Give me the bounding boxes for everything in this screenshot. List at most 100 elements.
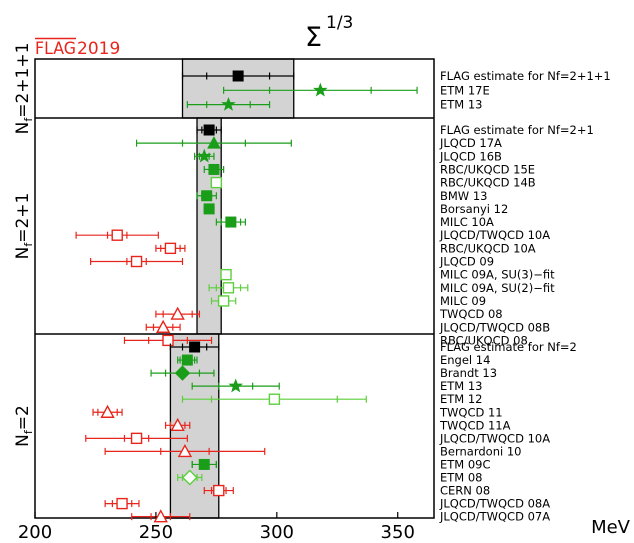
row-label-jlqcd-twqcd-08a: JLQCD/TWQCD 08A <box>439 497 550 511</box>
plot-frame: Nf=2+1+1 Nf=2+1 Nf=2 <box>13 43 435 519</box>
row-label-milc-09a-su-3-fit: MILC 09A, SU(3)−fit <box>440 268 555 282</box>
row-label-cern-08: CERN 08 <box>440 484 490 498</box>
x-axis-label: MeV <box>591 517 631 538</box>
data-point-etm-12 <box>181 393 367 405</box>
row-label-bernardoni-10: Bernardoni 10 <box>440 444 521 458</box>
data-point-twqcd-11a <box>164 417 191 431</box>
row-label-milc-09a-su-2-fit: MILC 09A, SU(2)−fit <box>440 281 555 295</box>
data-point-jlqcd-twqcd-07a <box>131 509 191 523</box>
marker-diamond <box>181 469 198 486</box>
marker-square <box>162 334 174 347</box>
marker-square <box>213 484 225 497</box>
marker-square <box>201 190 213 202</box>
row-label-flag-estimate-for-nf-2-1: FLAG estimate for Nf=2+1 <box>440 123 594 137</box>
marker-square <box>222 282 235 294</box>
data-point-jlqcd-twqcd-08b <box>145 319 181 333</box>
row-label-jlqcd-09: JLQCD 09 <box>439 255 494 269</box>
data-point-rbc-ukqcd-15e <box>203 163 225 175</box>
marker-square <box>164 242 177 255</box>
flag-logo-year: 2019 <box>77 39 120 59</box>
marker-triangle <box>177 443 193 458</box>
marker-square <box>116 497 128 510</box>
data-point-engel-14 <box>177 354 198 366</box>
data-point-twqcd-11 <box>92 404 123 418</box>
marker-square <box>210 176 223 189</box>
marker-square <box>130 432 143 445</box>
data-point-twqcd-08 <box>155 306 201 320</box>
row-label-etm-12: ETM 12 <box>440 392 483 406</box>
marker-star <box>228 378 243 393</box>
band-label: Nf=2+1+1 <box>13 43 35 135</box>
marker-triangle <box>153 509 168 523</box>
row-label-jlqcd-twqcd-10a: JLQCD/TWQCD 10A <box>439 431 550 445</box>
row-label-twqcd-11: TWQCD 11 <box>439 405 503 419</box>
data-point-brandt-13 <box>150 365 215 381</box>
row-label-rbc-ukqcd-10a: RBC/UKQCD 10A <box>440 241 536 255</box>
row-label-etm-13: ETM 13 <box>440 98 483 112</box>
data-point-bmw-13 <box>196 190 217 202</box>
marker-square <box>268 393 281 405</box>
row-label-twqcd-08: TWQCD 08 <box>439 307 503 321</box>
x-tick-label: 200 <box>18 522 52 543</box>
marker-triangle <box>100 404 115 418</box>
band-label: Nf=2+1 <box>13 193 35 260</box>
marker-square <box>130 255 143 268</box>
data-point-jlqcd-twqcd-10a <box>85 432 188 445</box>
row-label-flag-estimate-for-nf-2: FLAG estimate for Nf=2 <box>440 340 577 354</box>
data-point-jlqcd-16b <box>194 148 215 163</box>
row-label-jlqcd-twqcd-07a: JLQCD/TWQCD 07A <box>439 510 550 524</box>
x-axis: 200 250 300 350 MeV <box>18 512 631 543</box>
flag-band-n-f-2-1-1 <box>181 58 295 119</box>
row-label-twqcd-11a: TWQCD 11A <box>439 418 511 432</box>
title-base: Σ <box>305 22 322 53</box>
data-point-jlqcd-17a <box>135 136 292 149</box>
data-point-borsanyi-12 <box>203 203 215 215</box>
marker-square <box>198 458 210 470</box>
data-point-milc-10a <box>215 216 246 228</box>
data-point-flag-estimate-for-nf-2-1 <box>196 124 222 136</box>
data-point-jlqcd-twqcd-10a <box>75 229 159 241</box>
row-label-jlqcd-twqcd-10a: JLQCD/TWQCD 10A <box>439 228 550 242</box>
marker-star <box>197 148 212 163</box>
row-label-borsanyi-12: Borsanyi 12 <box>440 202 508 216</box>
marker-square <box>111 229 123 241</box>
marker-diamond <box>174 365 191 381</box>
marker-square <box>232 70 244 82</box>
row-label-jlqcd-17a: JLQCD 17A <box>439 136 502 150</box>
flag-band-n-f-2-1 <box>196 117 222 335</box>
title-exponent: 1/3 <box>326 13 353 33</box>
row-label-brandt-13: Brandt 13 <box>440 366 497 380</box>
row-label-etm-17e: ETM 17E <box>440 83 490 97</box>
x-tick-label: 250 <box>139 522 173 543</box>
marker-square <box>203 124 215 136</box>
marker-square <box>208 163 220 175</box>
data-point-milc-09a-su-2-fit <box>208 282 249 294</box>
data-point-etm-17e <box>223 82 418 97</box>
marker-square <box>220 268 232 281</box>
data-point-rbc-ukqcd-14b <box>210 176 223 189</box>
marker-square <box>189 341 201 353</box>
marker-square <box>217 295 230 307</box>
data-point-etm-13 <box>191 378 280 393</box>
row-label-milc-09: MILC 09 <box>440 294 486 308</box>
row-label-rbc-ukqcd-08: RBC/UKQCD 08 <box>440 333 528 347</box>
data-point-bernardoni-10 <box>104 443 266 458</box>
chart-title: Σ 1/3 <box>305 13 353 53</box>
row-label-rbc-ukqcd-15e: RBC/UKQCD 15E <box>440 162 535 176</box>
data-point-jlqcd-twqcd-08a <box>104 497 140 510</box>
row-label-flag-estimate-for-nf-2-1-1: FLAG estimate for Nf=2+1+1 <box>440 69 611 83</box>
x-tick-label: 300 <box>260 522 294 543</box>
row-label-etm-13: ETM 13 <box>440 379 483 393</box>
data-point-rbc-ukqcd-10a <box>155 242 186 255</box>
marker-square <box>181 354 193 366</box>
data-point-jlqcd-09 <box>90 255 184 268</box>
row-label-jlqcd-16b: JLQCD 16B <box>439 149 502 163</box>
data-point-flag-estimate-for-nf-2 <box>169 341 220 353</box>
marker-star <box>221 96 236 111</box>
row-label-etm-08: ETM 08 <box>440 471 483 485</box>
data-point-cern-08 <box>203 484 234 497</box>
flag-logo: FLAG 2019 <box>35 37 120 59</box>
marker-triangle <box>207 136 221 149</box>
